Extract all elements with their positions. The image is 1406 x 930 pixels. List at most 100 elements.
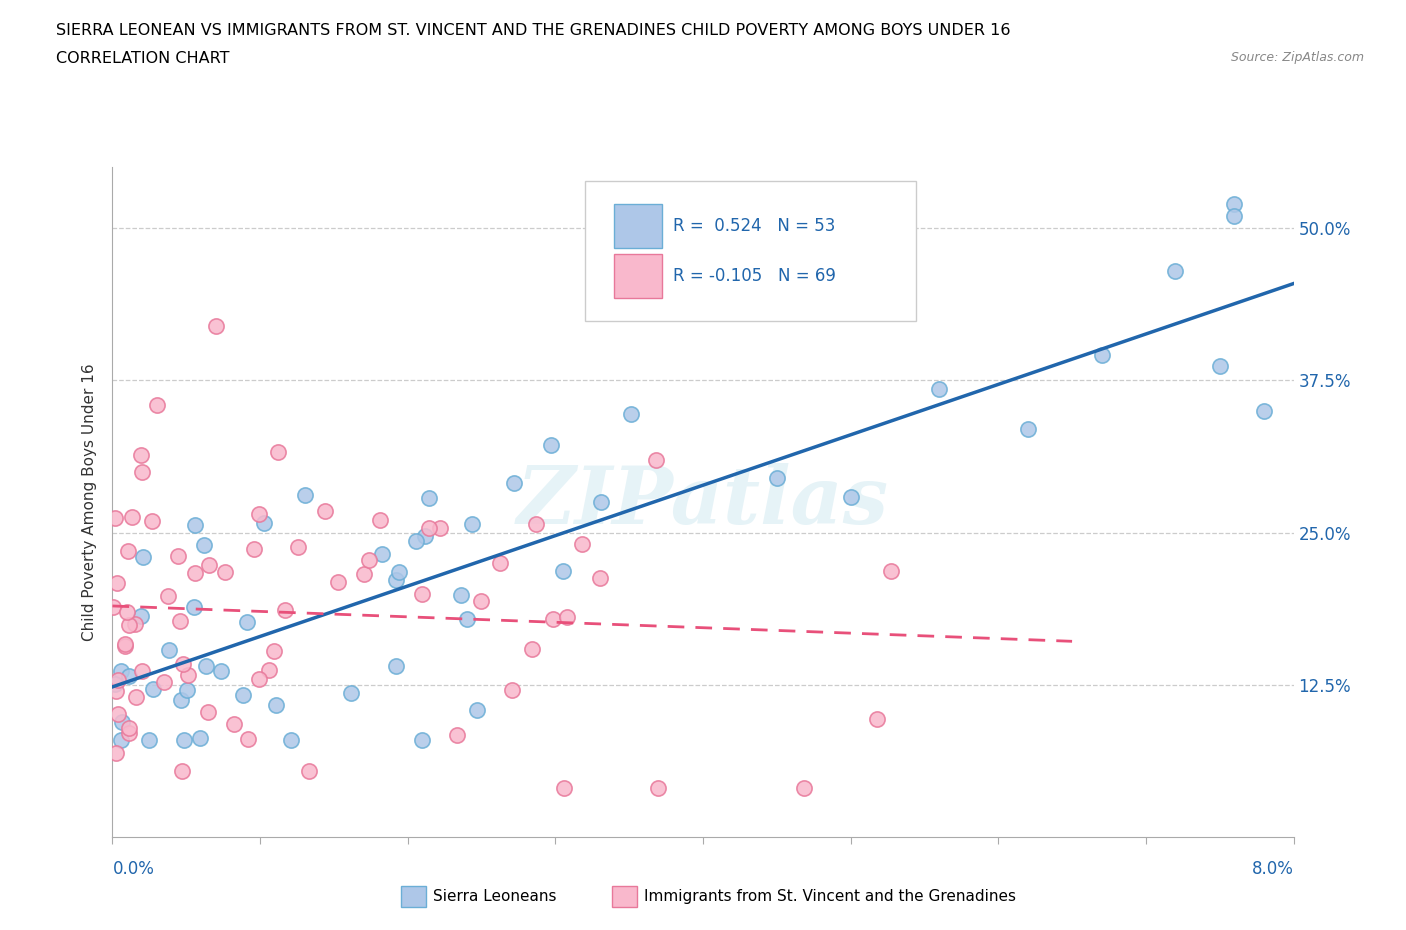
Point [1223, 208, 1246, 223]
FancyBboxPatch shape [614, 255, 662, 298]
Point [385, 573, 408, 588]
Point [195, 659, 218, 674]
Text: Immigrants from St. Vincent and the Grenadines: Immigrants from St. Vincent and the Gren… [644, 889, 1017, 904]
Point [129, 608, 152, 623]
Point [405, 534, 427, 549]
Point [172, 657, 194, 671]
Point [157, 643, 180, 658]
Point [197, 704, 219, 719]
Point [274, 603, 297, 618]
Point [214, 565, 236, 579]
Point [502, 476, 524, 491]
Point [131, 663, 153, 678]
Point [765, 471, 787, 485]
Point [242, 542, 264, 557]
Point [418, 490, 440, 505]
Point [236, 615, 259, 630]
Point [111, 714, 134, 729]
Point [193, 538, 215, 552]
Point [359, 552, 381, 567]
Point [188, 731, 211, 746]
Point [107, 707, 129, 722]
Point [103, 600, 125, 615]
Point [114, 638, 136, 653]
Point [1253, 404, 1275, 418]
Text: Sierra Leoneans: Sierra Leoneans [433, 889, 557, 904]
Point [104, 677, 127, 692]
Point [839, 489, 862, 504]
Point [470, 593, 492, 608]
Point [169, 613, 191, 628]
Point [173, 732, 195, 747]
Point [183, 600, 205, 615]
Point [156, 589, 179, 604]
Point [110, 664, 132, 679]
Point [413, 528, 436, 543]
Point [793, 781, 815, 796]
Point [1208, 358, 1232, 373]
Point [1223, 196, 1246, 211]
Point [555, 609, 578, 624]
Point [571, 537, 593, 551]
Point [287, 539, 309, 554]
Y-axis label: Child Poverty Among Boys Under 16: Child Poverty Among Boys Under 16 [82, 364, 97, 641]
Point [411, 587, 433, 602]
Point [247, 507, 270, 522]
Point [541, 611, 564, 626]
Text: 0.0%: 0.0% [112, 860, 155, 878]
Point [110, 732, 132, 747]
Text: CORRELATION CHART: CORRELATION CHART [56, 51, 229, 66]
Point [418, 521, 440, 536]
Point [388, 565, 411, 579]
Point [222, 717, 245, 732]
Point [314, 503, 336, 518]
Point [118, 669, 141, 684]
Point [118, 726, 141, 741]
Point [114, 637, 136, 652]
Point [247, 671, 270, 686]
Point [266, 698, 288, 712]
Point [353, 566, 375, 581]
Point [118, 618, 141, 632]
Text: 8.0%: 8.0% [1251, 860, 1294, 878]
Point [368, 512, 391, 527]
Point [647, 781, 669, 796]
Point [644, 452, 666, 467]
Point [446, 728, 468, 743]
Point [460, 517, 482, 532]
Text: SIERRA LEONEAN VS IMMIGRANTS FROM ST. VINCENT AND THE GRENADINES CHILD POVERTY A: SIERRA LEONEAN VS IMMIGRANTS FROM ST. VI… [56, 23, 1011, 38]
Point [167, 549, 190, 564]
Point [866, 711, 889, 726]
Text: Source: ZipAtlas.com: Source: ZipAtlas.com [1230, 51, 1364, 64]
Point [294, 487, 316, 502]
Point [620, 406, 643, 421]
Point [209, 664, 232, 679]
Point [129, 448, 152, 463]
Point [184, 565, 207, 580]
Point [1164, 264, 1187, 279]
Point [198, 558, 221, 573]
Point [205, 318, 228, 333]
Point [263, 644, 285, 658]
Text: ZIPatlas: ZIPatlas [517, 463, 889, 541]
Point [176, 683, 198, 698]
Point [170, 763, 193, 777]
Point [928, 382, 950, 397]
Point [117, 543, 139, 558]
Point [115, 604, 138, 619]
Point [328, 574, 350, 589]
Point [1017, 421, 1039, 436]
Point [121, 510, 143, 525]
Point [257, 663, 280, 678]
Point [553, 564, 575, 578]
Text: R = -0.105   N = 69: R = -0.105 N = 69 [673, 267, 837, 285]
Point [103, 511, 125, 525]
Point [267, 445, 290, 459]
Point [298, 764, 321, 778]
Point [450, 587, 472, 602]
Point [141, 513, 163, 528]
Point [169, 693, 191, 708]
Point [236, 732, 259, 747]
Point [142, 682, 165, 697]
FancyBboxPatch shape [585, 180, 915, 322]
